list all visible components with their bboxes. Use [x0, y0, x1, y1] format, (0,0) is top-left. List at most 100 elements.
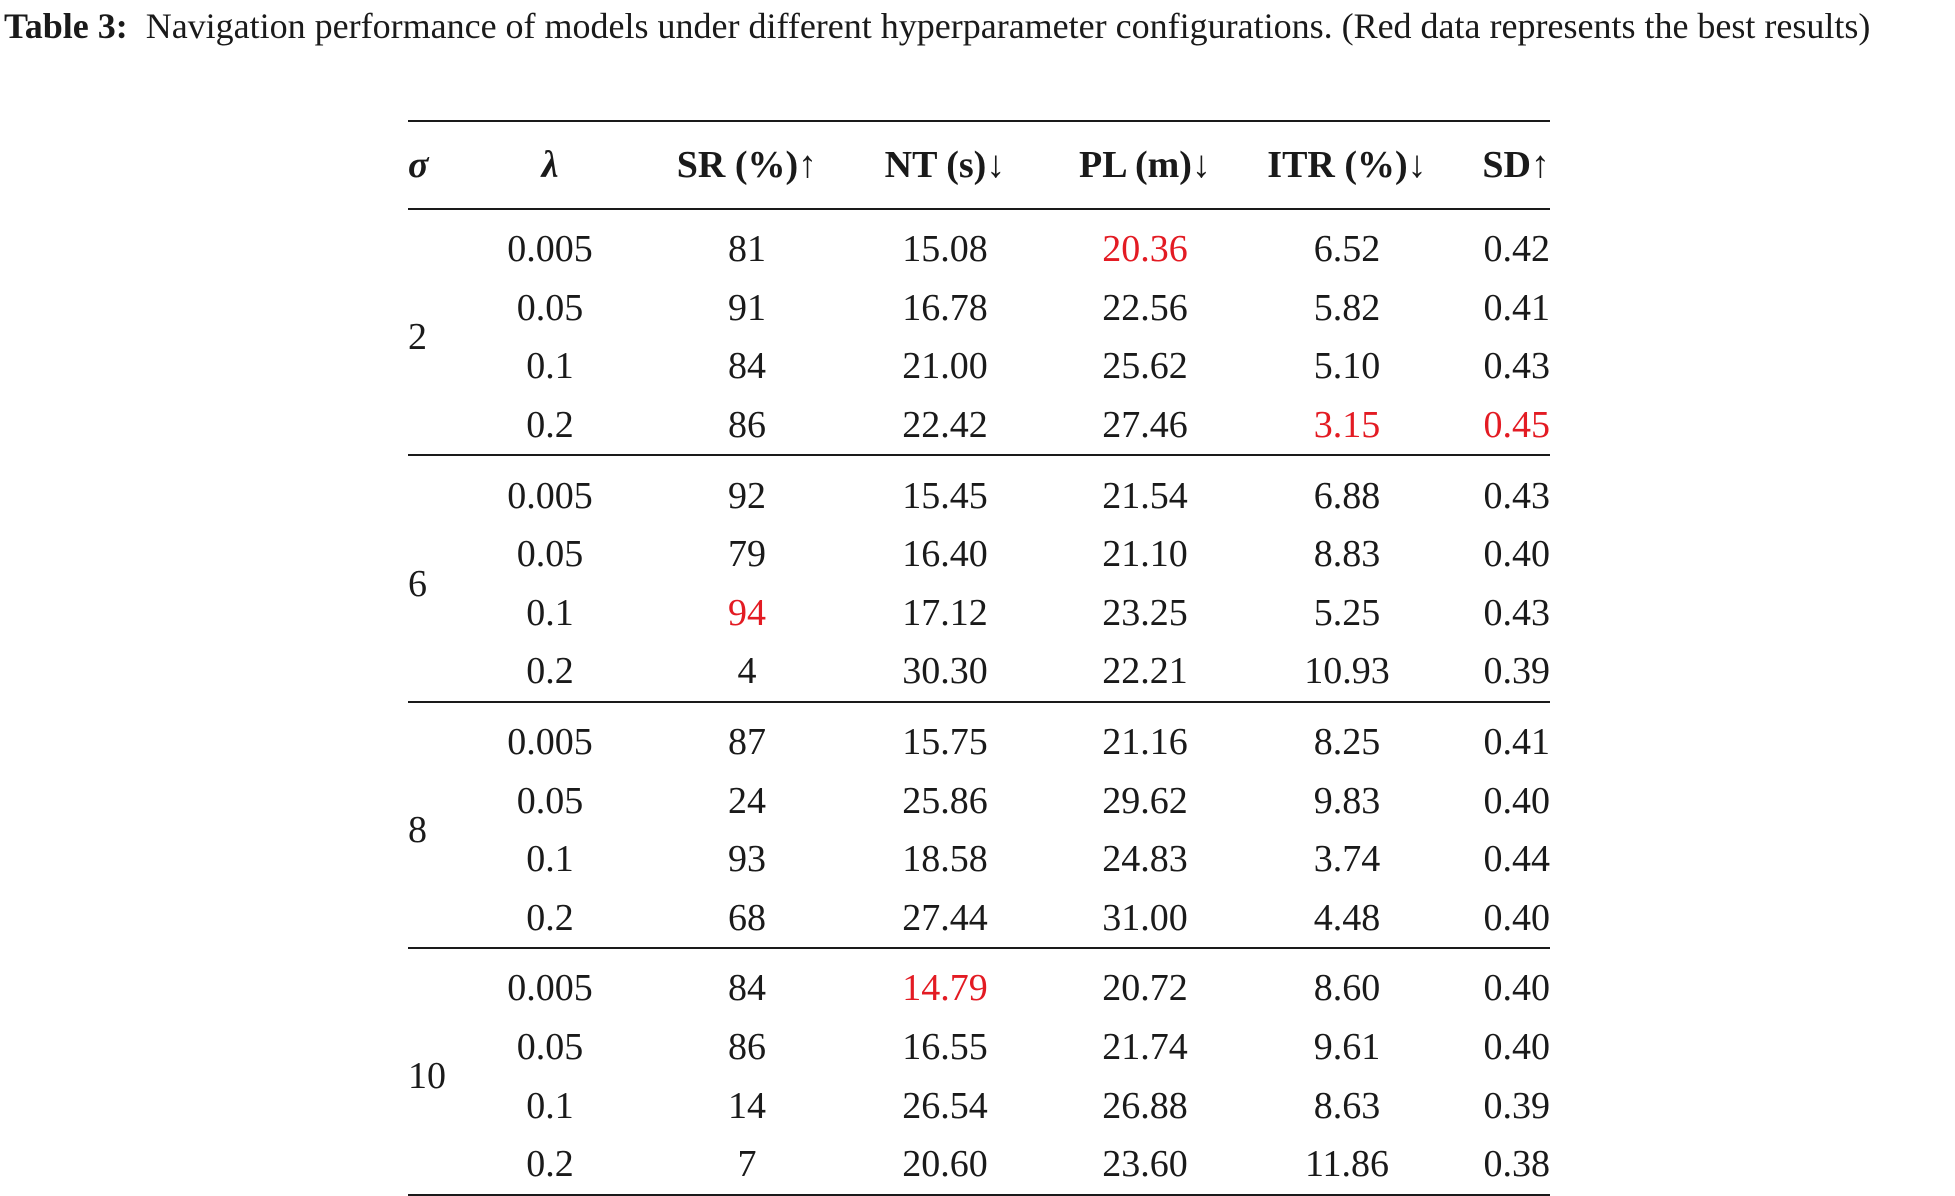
lambda-cell: 0.05 — [516, 1026, 584, 1069]
table-row: 0.1 84 21.00 25.62 5.10 0.43 — [408, 337, 1550, 396]
itr-cell: 5.25 — [1313, 591, 1381, 634]
pl-cell: 23.25 — [1102, 591, 1188, 634]
sr-cell: 84 — [728, 345, 766, 388]
table-row: 0.2 86 22.42 27.46 3.15 0.45 — [408, 396, 1550, 456]
table-row: 0.1 94 17.12 23.25 5.25 0.43 — [408, 584, 1550, 643]
lambda-cell: 0.05 — [516, 286, 584, 329]
sr-cell: 87 — [728, 721, 766, 764]
sd-cell: 0.40 — [1483, 1026, 1551, 1069]
lambda-cell: 0.05 — [516, 533, 584, 576]
sr-cell: 79 — [728, 533, 766, 576]
sr-cell: 68 — [728, 896, 766, 939]
header-sd: SD↑ — [1482, 144, 1550, 186]
table-caption: Table 3: Navigation performance of model… — [4, 2, 1952, 51]
itr-cell: 9.83 — [1313, 779, 1381, 822]
sigma-group: 8 0.005 87 15.75 21.16 8.25 0.41 0.05 24 25.86 29.… — [408, 702, 1551, 949]
table-row: 10 0.005 84 14.79 20.72 8.60 0.40 — [408, 948, 1551, 1097]
table-row: 0.2 68 27.44 31.00 4.48 0.40 — [408, 889, 1550, 949]
sr-cell: 92 — [728, 474, 766, 517]
results-table: σ λ SR (%)↑ NT (s)↓ PL (m)↓ ITR (%)↓ SD↑… — [408, 120, 1550, 1196]
header-nt: NT (s)↓ — [884, 144, 1006, 186]
itr-cell: 9.61 — [1313, 1026, 1381, 1069]
nt-cell: 21.00 — [902, 345, 988, 388]
lambda-cell: 0.2 — [526, 650, 574, 693]
sd-cell: 0.43 — [1483, 345, 1551, 388]
nt-cell: 16.78 — [902, 286, 988, 329]
sr-cell: 84 — [728, 967, 766, 1010]
table-row: 0.05 79 16.40 21.10 8.83 0.40 — [408, 525, 1550, 584]
sd-cell: 0.40 — [1483, 967, 1551, 1010]
header-sr: SR (%)↑ — [676, 144, 818, 186]
sd-cell: 0.41 — [1483, 286, 1551, 329]
pl-cell: 22.56 — [1102, 286, 1188, 329]
pl-cell: 27.46 — [1102, 404, 1188, 447]
sr-cell: 81 — [728, 228, 766, 271]
sr-cell: 7 — [737, 1143, 757, 1186]
header-itr: ITR (%)↓ — [1267, 144, 1427, 186]
pl-cell: 23.60 — [1102, 1143, 1188, 1186]
nt-cell: 20.60 — [902, 1143, 988, 1186]
table-row: 0.05 24 25.86 29.62 9.83 0.40 — [408, 771, 1550, 830]
pl-cell: 21.16 — [1102, 721, 1188, 764]
sigma-group: 10 0.005 84 14.79 20.72 8.60 0.40 0.05 86 16.55 21… — [408, 948, 1551, 1195]
sr-cell: 93 — [728, 838, 766, 881]
nt-cell: 26.54 — [902, 1084, 988, 1127]
pl-cell: 21.74 — [1102, 1026, 1188, 1069]
itr-cell: 11.86 — [1304, 1143, 1390, 1186]
sr-cell: 4 — [737, 650, 757, 693]
sr-cell: 91 — [728, 286, 766, 329]
sigma-cell: 8 — [408, 808, 427, 851]
sd-cell: 0.43 — [1483, 474, 1551, 517]
sd-cell: 0.38 — [1483, 1143, 1551, 1186]
lambda-cell: 0.2 — [526, 896, 574, 939]
itr-cell: 8.60 — [1313, 967, 1381, 1010]
lambda-cell: 0.005 — [507, 967, 593, 1010]
itr-cell: 5.82 — [1313, 286, 1381, 329]
nt-cell: 22.42 — [902, 404, 988, 447]
itr-cell: 10.93 — [1304, 650, 1390, 693]
nt-cell: 16.55 — [902, 1026, 988, 1069]
table-row: 6 0.005 92 15.45 21.54 6.88 0.43 — [408, 455, 1551, 605]
sr-cell: 86 — [728, 404, 766, 447]
nt-cell: 15.45 — [902, 474, 988, 517]
lambda-cell: 0.005 — [507, 721, 593, 764]
caption-label: Table 3: — [4, 6, 128, 46]
table-row: 0.1 93 18.58 24.83 3.74 0.44 — [408, 830, 1550, 889]
lambda-cell: 0.005 — [507, 228, 593, 271]
header-sigma: σ — [408, 144, 429, 186]
pl-cell: 26.88 — [1102, 1084, 1188, 1127]
sd-cell: 0.40 — [1483, 779, 1551, 822]
itr-cell: 6.88 — [1313, 474, 1381, 517]
sr-cell: 86 — [728, 1026, 766, 1069]
sr-cell: 14 — [728, 1084, 766, 1127]
pl-cell: 20.72 — [1102, 967, 1188, 1010]
pl-cell: 29.62 — [1102, 779, 1188, 822]
sd-cell: 0.40 — [1483, 533, 1551, 576]
pl-cell: 31.00 — [1102, 896, 1188, 939]
pl-cell: 22.21 — [1102, 650, 1188, 693]
sigma-cell: 10 — [408, 1055, 446, 1098]
sigma-cell: 6 — [408, 562, 427, 605]
pl-cell: 21.10 — [1102, 533, 1188, 576]
nt-cell: 16.40 — [902, 533, 988, 576]
lambda-cell: 0.1 — [526, 838, 574, 881]
itr-cell: 8.63 — [1313, 1084, 1381, 1127]
itr-cell: 8.25 — [1313, 721, 1381, 764]
itr-cell: 6.52 — [1313, 228, 1381, 271]
sd-cell: 0.39 — [1483, 650, 1551, 693]
lambda-cell: 0.2 — [526, 404, 574, 447]
nt-cell: 15.08 — [902, 228, 988, 271]
itr-cell: 8.83 — [1313, 533, 1381, 576]
nt-cell: 15.75 — [902, 721, 988, 764]
sd-cell: 0.41 — [1483, 721, 1551, 764]
nt-cell: 18.58 — [902, 838, 988, 881]
lambda-cell: 0.1 — [526, 1084, 574, 1127]
sd-cell: 0.40 — [1483, 896, 1551, 939]
table-row: 0.1 14 26.54 26.88 8.63 0.39 — [408, 1076, 1550, 1135]
header-row: σ λ SR (%)↑ NT (s)↓ PL (m)↓ ITR (%)↓ SD↑ — [408, 121, 1550, 209]
lambda-cell: 0.1 — [526, 345, 574, 388]
lambda-cell: 0.005 — [507, 474, 593, 517]
sd-cell: 0.39 — [1483, 1084, 1551, 1127]
sr-cell: 24 — [728, 779, 766, 822]
table-row: 2 0.005 81 15.08 20.36 6.52 0.42 — [408, 209, 1550, 358]
